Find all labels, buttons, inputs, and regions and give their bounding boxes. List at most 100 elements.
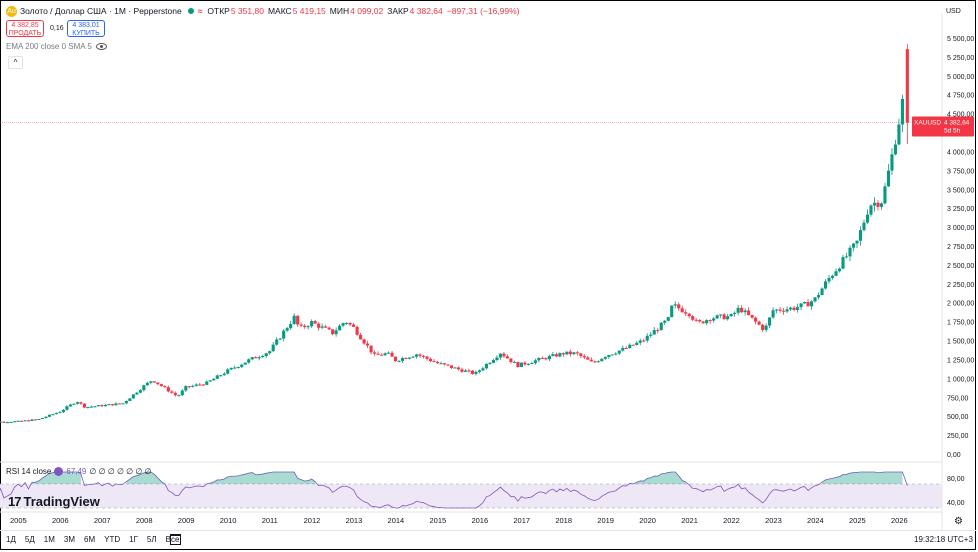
candle-body <box>149 381 153 383</box>
candle-body <box>250 357 254 360</box>
candle-body <box>652 330 656 335</box>
candle-body <box>121 403 125 405</box>
candle-body <box>677 304 681 309</box>
candle-body <box>352 324 356 327</box>
currency-label[interactable]: USD <box>946 8 961 15</box>
rsi-tick-label: 40,00 <box>947 500 965 507</box>
candle-body <box>159 384 163 387</box>
range-button-0[interactable]: 1Д <box>6 535 16 544</box>
range-button-7[interactable]: 5Л <box>146 535 157 544</box>
candle-body <box>547 355 551 360</box>
symbol-title[interactable]: Золото / Доллар США · 1М · Pepperstone <box>20 6 182 16</box>
rsi-extra: ∅ ∅ ∅ ∅ ∅ ∅ ∅ <box>89 467 152 476</box>
sell-button[interactable]: 4 382,85 ПРОДАТЬ <box>6 20 44 37</box>
candle-body <box>712 318 716 321</box>
candle-body <box>540 357 544 359</box>
candle-body <box>582 356 586 358</box>
candle-body <box>135 392 139 395</box>
candle-body <box>680 308 684 313</box>
candle-body <box>142 385 146 391</box>
y-tick-label: 5 000,00 <box>947 74 974 81</box>
x-tick-label: 2016 <box>471 516 488 525</box>
clock[interactable]: 19:32:18 UTC+3 <box>914 535 973 544</box>
candle-body <box>79 402 83 404</box>
candle-body <box>432 361 436 363</box>
candle-body <box>334 330 338 335</box>
candle-body <box>428 358 433 362</box>
candle-body <box>789 307 793 310</box>
candle-body <box>93 406 97 408</box>
tradingview-logo[interactable]: 17 TradingView <box>8 494 100 509</box>
rsi-legend: RSI 14 close 67,49 ∅ ∅ ∅ ∅ ∅ ∅ ∅ <box>6 467 152 476</box>
indicator-legend[interactable]: EMA 200 close 0 SMA 5 <box>6 42 107 51</box>
candle-body <box>897 124 901 145</box>
candle-body <box>61 409 65 413</box>
candle-body <box>628 344 632 349</box>
price-tag-symbol: XAUUSD <box>914 120 941 127</box>
candle-body <box>40 418 45 420</box>
y-tick-label: 2 500,00 <box>947 263 974 270</box>
candle-body <box>89 406 93 408</box>
candle-body <box>128 398 132 402</box>
settings-gear-icon[interactable]: ⚙ <box>954 516 963 527</box>
candle-body <box>796 307 800 310</box>
candle-body <box>0 421 3 423</box>
candle-body <box>736 307 740 313</box>
buy-button[interactable]: 4 383,01 КУПИТЬ <box>67 20 105 37</box>
range-button-8[interactable]: Все <box>165 535 180 544</box>
candle-body <box>537 357 541 361</box>
candle-body <box>5 422 10 424</box>
candle-body <box>876 202 880 207</box>
range-button-2[interactable]: 1М <box>43 535 55 544</box>
tradingview-logo-text: TradingView <box>23 494 100 509</box>
candle-body <box>886 170 891 187</box>
candle-body <box>226 369 230 374</box>
candle-body <box>456 367 461 370</box>
rsi-label: RSI 14 close <box>6 467 52 476</box>
rsi-overbought-fill <box>629 472 686 484</box>
candle-body <box>82 403 86 408</box>
y-tick-label: 4 500,00 <box>947 112 974 119</box>
candle-body <box>778 309 782 311</box>
candle-body <box>313 321 317 324</box>
candle-body <box>799 303 803 308</box>
y-tick-label: 4 000,00 <box>947 149 974 156</box>
range-button-3[interactable]: 3М <box>63 535 75 544</box>
candle-body <box>747 310 751 315</box>
candle-body <box>247 359 251 363</box>
eye-icon[interactable] <box>95 43 107 50</box>
x-tick-label: 2005 <box>10 516 27 525</box>
range-button-1[interactable]: 5Д <box>24 535 35 544</box>
candle-body <box>341 323 345 326</box>
candle-body <box>19 420 24 422</box>
candle-body <box>621 347 625 351</box>
range-button-6[interactable]: 1Г <box>129 535 138 544</box>
rsi-settings-icon[interactable] <box>54 467 64 476</box>
candle-body <box>463 370 468 372</box>
calendar-icon[interactable] <box>170 534 181 545</box>
candle-body <box>872 202 877 206</box>
range-buttons: 1Д 5Д 1М 3М 6М YTD 1Г 5Л Все <box>6 535 179 544</box>
candle-body <box>530 363 534 365</box>
candle-body <box>331 329 335 335</box>
candle-body <box>173 392 177 396</box>
range-button-4[interactable]: 6М <box>84 535 96 544</box>
candle-body <box>705 320 709 324</box>
candle-body <box>505 356 509 359</box>
x-tick-label: 2007 <box>94 516 111 525</box>
candle-body <box>348 323 352 325</box>
candle-body <box>614 353 618 355</box>
candle-body <box>124 401 128 404</box>
range-button-5[interactable]: YTD <box>104 535 121 544</box>
y-tick-label: 4 750,00 <box>947 93 974 100</box>
candle-body <box>743 310 747 313</box>
candle-body <box>271 344 275 352</box>
candle-body <box>338 325 342 331</box>
candle-body <box>366 343 370 346</box>
collapse-legend-button[interactable]: ^ <box>8 56 23 69</box>
candle-body <box>813 297 817 302</box>
candle-body <box>519 362 523 368</box>
candle-body <box>187 386 191 388</box>
candle-body <box>205 381 209 385</box>
